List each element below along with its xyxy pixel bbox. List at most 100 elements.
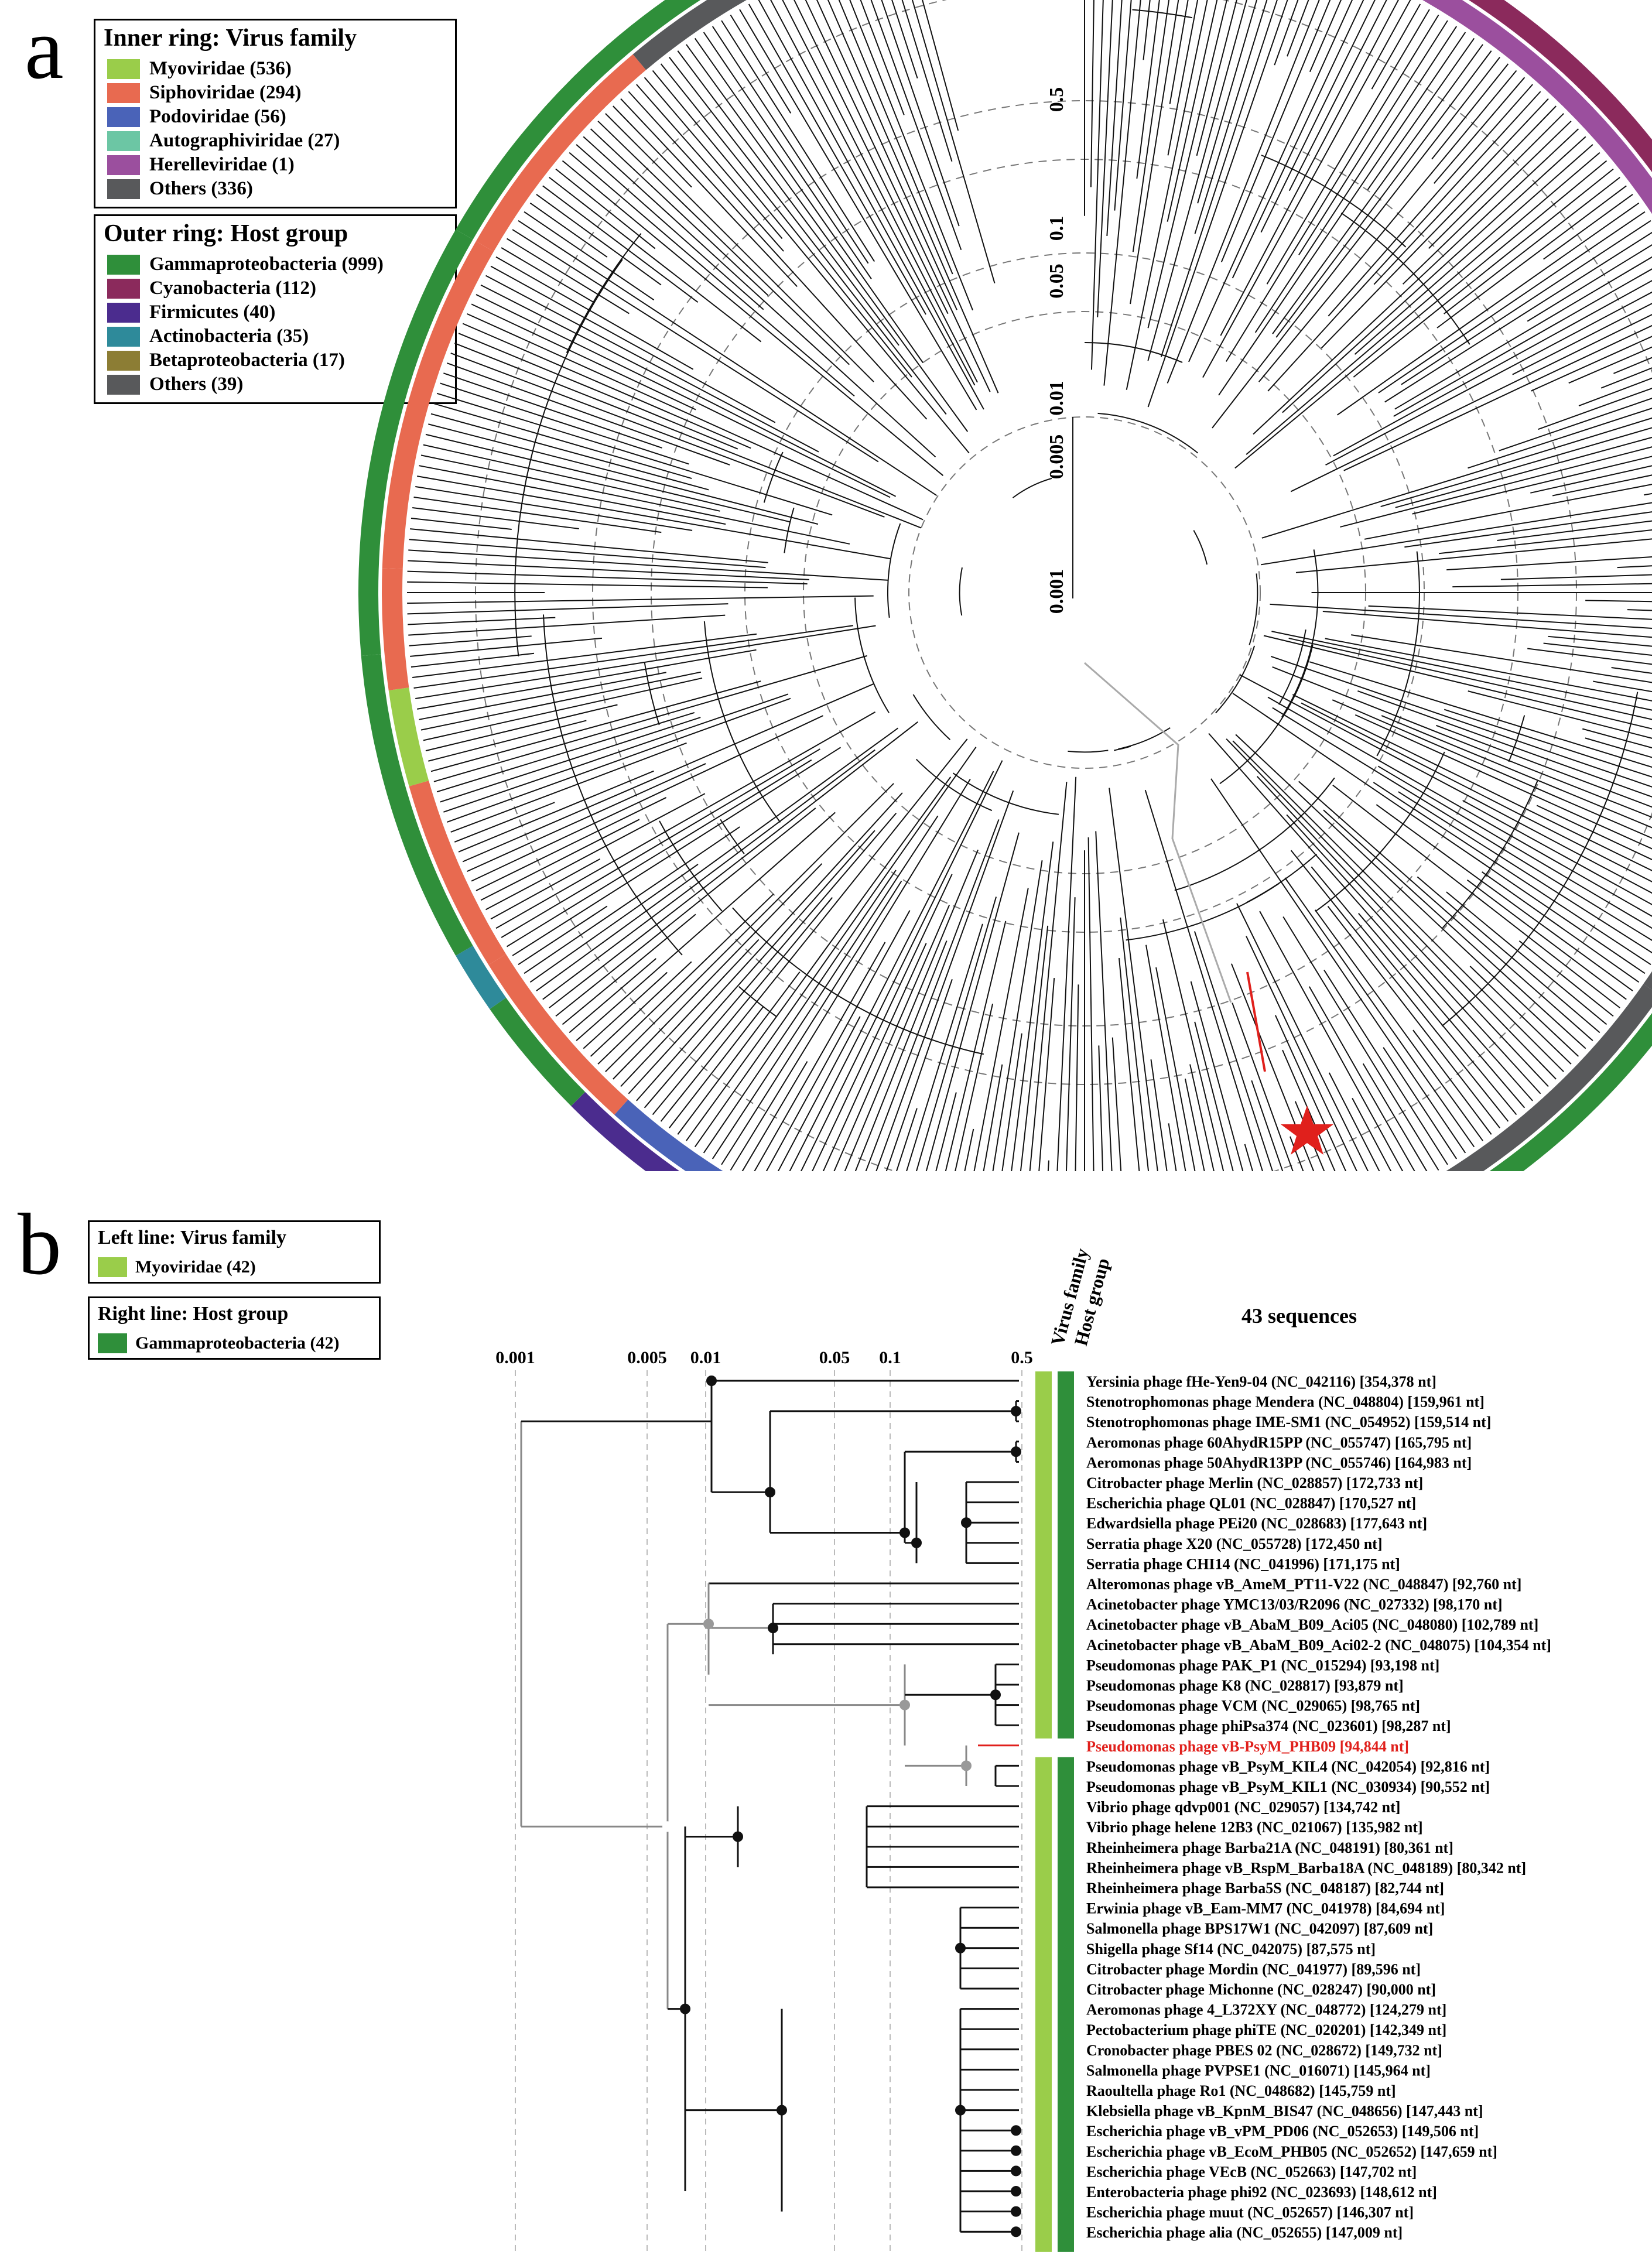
tree-leaf-branch <box>1259 911 1404 1171</box>
tree-leaf-branch <box>490 858 601 920</box>
tree-internal-arc <box>1219 644 1314 785</box>
tree-leaf-branch <box>1373 782 1651 966</box>
taxon-label: Salmonella phage PVPSE1 (NC_016071) [145… <box>1086 2062 1431 2079</box>
scale-tick-label: 0.5 <box>1011 1348 1033 1367</box>
tree-node <box>899 1699 910 1710</box>
tree-leaf-branch <box>1290 850 1509 1122</box>
tree-leaf-branch <box>485 275 819 453</box>
tree-leaf-branch <box>440 717 701 803</box>
tree-leaf-branch <box>1364 484 1652 540</box>
tree-leaf-branch <box>1468 408 1652 469</box>
tree-leaf-branch <box>620 98 798 288</box>
tree-leaf-branch <box>1260 0 1376 233</box>
tree-leaf-branch <box>462 683 874 863</box>
taxon-label: Acinetobacter phage vB_AbaM_B09_Aci02-2 … <box>1086 1637 1551 1654</box>
tree-leaf-branch <box>620 939 760 1087</box>
tree-leaf-branch <box>992 860 1043 1171</box>
tree-leaf-branch <box>652 70 970 454</box>
tree-node <box>955 2105 966 2116</box>
taxon-label: Citrobacter phage Mordin (NC_041977) [89… <box>1086 1961 1421 1977</box>
tree-leaf-branch <box>1275 50 1492 338</box>
tree-leaf-branch <box>730 14 792 114</box>
tree-leaf-branch <box>1512 303 1652 375</box>
tree-leaf-branch <box>1260 502 1652 566</box>
tree-leaf-branch <box>454 343 922 529</box>
tree-node <box>1011 2145 1021 2156</box>
tree-leaf-branch <box>1038 977 1055 1171</box>
tree-leaf-branch <box>789 771 994 1171</box>
tree-internal-arc <box>959 567 963 616</box>
tree-leaf-branch <box>827 0 999 394</box>
tree-leaf-branch <box>973 888 1029 1171</box>
tree-leaf-branch <box>597 121 850 365</box>
tree-leaf-branch <box>694 37 924 364</box>
tree-leaf-branch <box>1090 0 1104 370</box>
tree-leaf-branch <box>1288 0 1387 191</box>
tree-leaf-branch <box>1380 427 1652 508</box>
tree-leaf-branch <box>1340 446 1652 528</box>
tree-leaf-branch <box>644 77 783 239</box>
inner-legend-item-label: Siphoviridae (294) <box>149 82 302 103</box>
taxon-label: Pectobacterium phage phiTE (NC_020201) [… <box>1086 2021 1446 2038</box>
tree-leaf-branch <box>1353 168 1614 378</box>
taxon-label: Escherichia phage VEcB (NC_052663) [147,… <box>1086 2163 1417 2180</box>
legend-right-item: Gammaproteobacteria (42) <box>135 1333 340 1353</box>
highlight-clade <box>1084 662 1232 1003</box>
tree-leaf-branch <box>1150 1059 1168 1171</box>
outer-legend-item-swatch <box>107 279 140 299</box>
tree-leaf-branch <box>1056 776 1077 1171</box>
scale-tick-label: 0.01 <box>690 1348 721 1367</box>
tree-leaf-branch <box>1155 967 1196 1171</box>
tree-leaf-branch <box>411 518 512 530</box>
tree-leaf-branch <box>911 0 996 283</box>
outer-legend-item-label: Gammaproteobacteria (999) <box>149 254 384 275</box>
tree-leaf-branch <box>895 1108 918 1171</box>
inner-ring-segment <box>388 687 429 786</box>
tree-node <box>733 1831 743 1842</box>
tree-internal-arc <box>1085 341 1183 363</box>
tree-leaf-branch <box>983 1064 1003 1171</box>
taxon-label: Citrobacter phage Michonne (NC_028247) [… <box>1086 1981 1436 1998</box>
tree-internal-arc <box>1132 9 1193 19</box>
outer-ring-segment <box>456 946 507 1010</box>
tree-leaf-branch <box>935 1092 957 1171</box>
taxon-label: Stenotrophomonas phage IME-SM1 (NC_05495… <box>1086 1414 1491 1431</box>
tree-leaf-branch <box>660 63 912 378</box>
tree-leaf-branch <box>1270 656 1652 788</box>
tree-leaf-branch <box>524 211 655 301</box>
legend-left-line: Left line: Virus family Myoviridae (42) <box>88 1220 381 1284</box>
tree-leaf-branch <box>1394 256 1652 410</box>
outer-legend-item-swatch <box>107 327 140 347</box>
outer-ring-segment <box>358 230 473 656</box>
scale-tick-label: 0.001 <box>495 1348 535 1367</box>
tree-internal-arc <box>915 758 993 812</box>
tree-leaf-branch <box>576 812 836 1041</box>
virus-family-strip <box>1035 1757 1052 2252</box>
tree-leaf-branch <box>844 849 979 1171</box>
tree-internal-arc <box>659 820 723 912</box>
tree-leaf-branch <box>412 633 757 679</box>
tree-leaf-branch <box>1481 871 1640 983</box>
legend-inner-ring: Inner ring: Virus family Myoviridae (536… <box>94 19 457 208</box>
tree-leaf-branch <box>1325 638 1652 702</box>
inner-legend-item-swatch <box>107 131 140 151</box>
taxon-label: Salmonella phage BPS17W1 (NC_042097) [87… <box>1086 1920 1433 1937</box>
taxon-label: Serratia phage X20 (NC_055728) [172,450 … <box>1086 1535 1383 1552</box>
tree-leaf-branch <box>417 649 757 710</box>
tree-leaf-branch <box>1332 785 1620 1008</box>
inner-ring-segment <box>409 781 507 965</box>
tree-leaf-branch <box>1444 177 1620 314</box>
tree-leaf-branch <box>1147 0 1247 361</box>
tree-leaf-branch <box>669 57 947 415</box>
tree-internal-arc <box>1261 155 1407 248</box>
outer-legend-item-label: Firmicutes (40) <box>149 302 276 323</box>
tree-leaf-branch <box>413 625 854 689</box>
tree-leaf-branch <box>1412 456 1652 515</box>
tree-leaf-branch <box>686 776 952 1141</box>
tree-leaf-branch <box>906 923 983 1171</box>
tree-leaf-branch <box>1613 357 1652 374</box>
tree-leaf-branch <box>1367 37 1475 190</box>
tree-leaf-branch <box>881 0 960 227</box>
tree-leaf-branch <box>860 0 905 115</box>
tree-leaf-branch <box>423 677 703 741</box>
